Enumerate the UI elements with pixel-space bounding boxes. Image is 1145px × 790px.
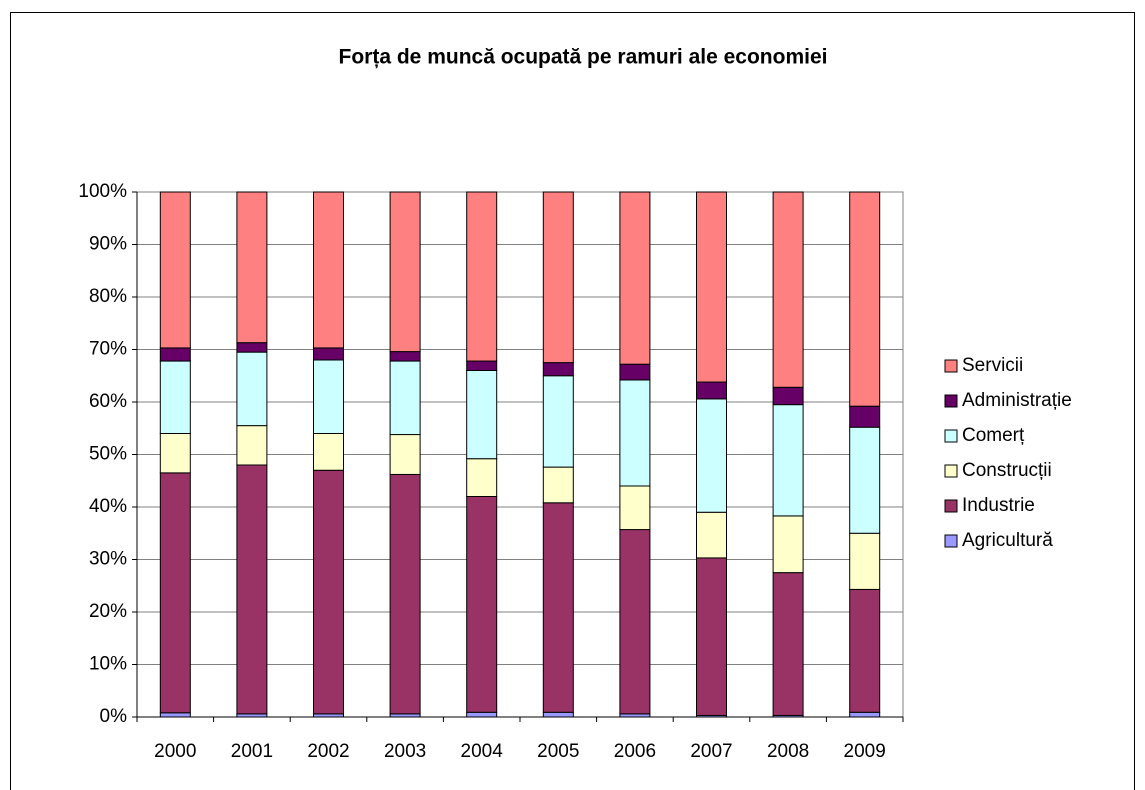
bar-segment [542,466,574,504]
legend-swatch [944,359,958,373]
legend-swatch [944,429,958,443]
x-tick-label: 2000 [154,741,196,762]
x-tick-label: 2007 [690,741,732,762]
bar-segment [849,191,881,407]
legend-swatch [944,394,958,408]
x-tick-label: 2002 [307,741,349,762]
legend-label: Agricultură [962,530,1053,551]
legend-swatch [944,464,958,478]
x-tick-label: 2001 [231,741,273,762]
bar-segment [696,557,727,716]
x-tick-label: 2009 [844,741,886,762]
y-tick-label: 0% [100,706,128,727]
legend-label: Comerț [962,425,1025,446]
bar-segment [849,426,881,534]
x-tick-label: 2006 [614,741,656,762]
bar-segment [619,529,651,715]
bar-segment [389,434,421,475]
bar-segment [159,360,191,434]
bar-segment [236,351,268,427]
x-tick-label: 2008 [767,741,809,762]
y-tick-label: 60% [89,391,127,412]
bar-segment [389,191,421,353]
bar-segment [849,588,881,713]
legend-label: Industrie [962,495,1035,516]
bar-segment [849,405,881,428]
bar-segment [772,191,804,388]
bar-segment [313,469,344,715]
y-tick-label: 20% [89,601,127,622]
bar-segment [313,347,344,361]
chart-title: Forța de muncă ocupată pe ramuri ale eco… [339,46,828,69]
bar-segment [696,511,727,559]
bar-segment [466,191,498,362]
bar-segment [619,379,651,487]
bar-segment [236,425,268,466]
y-tick-label: 50% [89,444,127,465]
bar-segment [389,351,421,362]
bar-segment [542,502,574,713]
bar-segment [542,711,574,718]
bar-segment [696,398,727,513]
bar-segment [236,191,268,344]
bar-segment [619,191,651,365]
y-tick-label: 90% [89,234,127,255]
x-tick-label: 2003 [384,741,426,762]
legend-label: Servicii [962,355,1023,376]
bar-segment [542,191,574,364]
bar-segment [772,572,804,716]
bar-segment [619,363,651,381]
bar-segment [159,472,191,714]
bar-segment [159,712,191,718]
bar-segment [619,485,651,531]
bar-segment [466,370,498,460]
bar-segment [389,360,421,436]
y-tick-label: 100% [78,181,127,202]
bar-segment [772,515,804,574]
bar-segment [159,191,191,349]
bar-segment [772,386,804,406]
legend-swatch [944,499,958,513]
x-tick-label: 2004 [461,741,504,762]
bar-segment [159,433,191,474]
bar-segment [466,360,498,371]
bar-segment [696,381,727,400]
bar-segment [466,711,498,718]
bar-segment [772,404,804,517]
bar-segment [313,359,344,434]
bar-segment [696,191,727,383]
bar-segment [466,458,498,498]
bar-segment [313,433,344,471]
y-tick-label: 30% [89,549,127,570]
x-tick-label: 2005 [537,741,579,762]
bar-segment [236,342,268,353]
bar-segment [466,496,498,713]
y-tick-label: 10% [89,654,127,675]
bar-segment [313,191,344,349]
bar-segment [542,375,574,468]
legend-label: Construcții [962,460,1052,481]
bar-segment [542,362,574,377]
y-tick-label: 70% [89,339,127,360]
legend-swatch [944,534,958,548]
bar-segment [236,464,268,715]
legend-label: Administrație [962,390,1072,411]
bar-segment [849,532,881,590]
y-tick-label: 80% [89,286,127,307]
y-tick-label: 40% [89,496,127,517]
bar-segment [389,473,421,715]
bar-segment [849,711,881,718]
bar-segment [159,347,191,362]
